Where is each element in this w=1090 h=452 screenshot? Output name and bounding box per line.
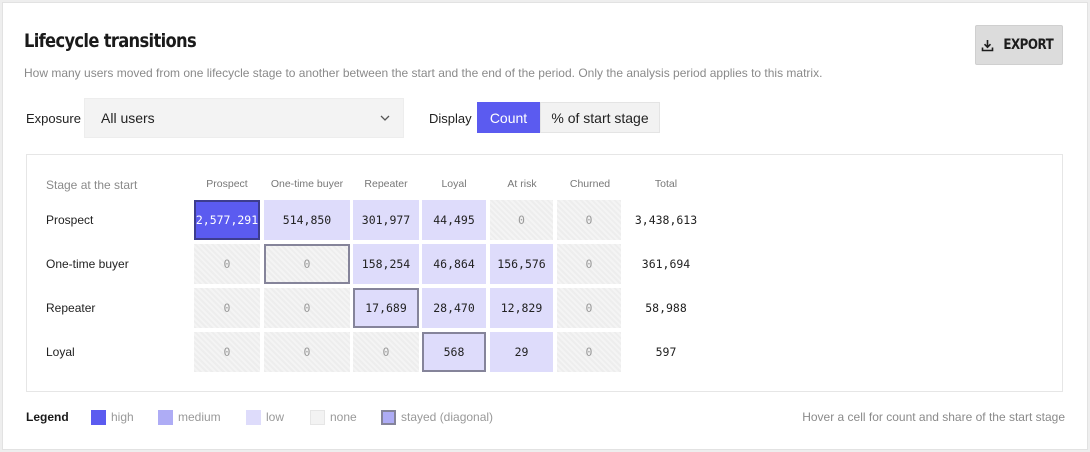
legend-label: stayed (diagonal) bbox=[401, 410, 494, 424]
matrix-cell[interactable]: 158,254 bbox=[353, 244, 419, 284]
matrix-cell[interactable]: 44,495 bbox=[422, 200, 486, 240]
legend-label: low bbox=[266, 410, 285, 424]
matrix-cell[interactable]: 0 bbox=[490, 200, 553, 240]
row-total: 597 bbox=[655, 345, 677, 359]
legend-title: Legend bbox=[26, 410, 69, 424]
matrix-cell[interactable]: 514,850 bbox=[264, 200, 350, 240]
legend-swatch bbox=[310, 410, 325, 425]
legend-swatch bbox=[158, 410, 173, 425]
legend-swatch bbox=[91, 410, 106, 425]
row-total: 361,694 bbox=[641, 257, 691, 271]
exposure-value: All users bbox=[101, 110, 155, 126]
matrix-row-header: Stage at the start bbox=[46, 178, 138, 192]
column-header: Prospect bbox=[206, 178, 248, 190]
row-total: 3,438,613 bbox=[634, 213, 698, 227]
matrix-cell[interactable]: 0 bbox=[353, 332, 419, 372]
matrix-cell[interactable]: 301,977 bbox=[353, 200, 419, 240]
matrix-cell[interactable]: 0 bbox=[264, 244, 350, 284]
matrix-cell[interactable]: 0 bbox=[194, 332, 260, 372]
matrix-cell[interactable]: 28,470 bbox=[422, 288, 486, 328]
matrix-cell[interactable]: 0 bbox=[194, 244, 260, 284]
export-button[interactable]: EXPORT bbox=[975, 25, 1063, 65]
page-title: Lifecycle transitions bbox=[24, 30, 197, 52]
column-header: One-time buyer bbox=[270, 178, 344, 190]
legend-swatch bbox=[381, 410, 396, 425]
matrix-cell[interactable]: 0 bbox=[557, 200, 621, 240]
matrix-cell[interactable]: 17,689 bbox=[353, 288, 419, 328]
row-label: Prospect bbox=[46, 213, 94, 227]
export-label: EXPORT bbox=[1003, 37, 1053, 53]
matrix-cell[interactable]: 0 bbox=[194, 288, 260, 328]
page-subtitle: How many users moved from one lifecycle … bbox=[24, 66, 823, 80]
column-header: Repeater bbox=[364, 178, 408, 190]
column-header: Total bbox=[654, 178, 678, 190]
column-header: Churned bbox=[569, 178, 611, 190]
legend-label: none bbox=[330, 410, 357, 424]
legend-label: high bbox=[111, 410, 134, 424]
matrix-cell[interactable]: 12,829 bbox=[490, 288, 553, 328]
matrix-cell[interactable]: 0 bbox=[264, 332, 350, 372]
matrix-cell[interactable]: 46,864 bbox=[422, 244, 486, 284]
display-option-count[interactable]: Count bbox=[477, 102, 540, 133]
matrix-cell[interactable]: 2,577,291 bbox=[194, 200, 260, 240]
matrix-cell[interactable]: 156,576 bbox=[490, 244, 553, 284]
exposure-label: Exposure bbox=[26, 111, 81, 126]
download-icon bbox=[981, 39, 993, 51]
matrix-cell[interactable]: 568 bbox=[422, 332, 486, 372]
display-option-percent[interactable]: % of start stage bbox=[540, 102, 660, 133]
chevron-down-icon bbox=[380, 115, 390, 121]
row-total: 58,988 bbox=[645, 301, 687, 315]
legend-swatch bbox=[246, 410, 261, 425]
legend-label: medium bbox=[178, 410, 221, 424]
row-label: Loyal bbox=[46, 345, 75, 359]
matrix-cell[interactable]: 0 bbox=[557, 332, 621, 372]
column-header: Loyal bbox=[441, 178, 467, 190]
column-header: At risk bbox=[507, 178, 537, 190]
row-label: One-time buyer bbox=[46, 257, 129, 271]
matrix-cell[interactable]: 0 bbox=[557, 244, 621, 284]
exposure-select[interactable]: All users bbox=[84, 98, 404, 138]
matrix-cell[interactable]: 0 bbox=[264, 288, 350, 328]
matrix-cell[interactable]: 29 bbox=[490, 332, 553, 372]
display-label: Display bbox=[429, 111, 472, 126]
row-label: Repeater bbox=[46, 301, 96, 315]
matrix-cell[interactable]: 0 bbox=[557, 288, 621, 328]
hover-hint: Hover a cell for count and share of the … bbox=[802, 410, 1065, 424]
